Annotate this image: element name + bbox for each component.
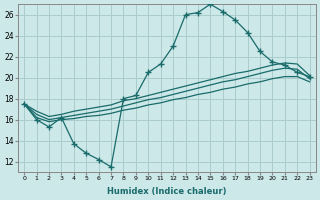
X-axis label: Humidex (Indice chaleur): Humidex (Indice chaleur): [107, 187, 227, 196]
